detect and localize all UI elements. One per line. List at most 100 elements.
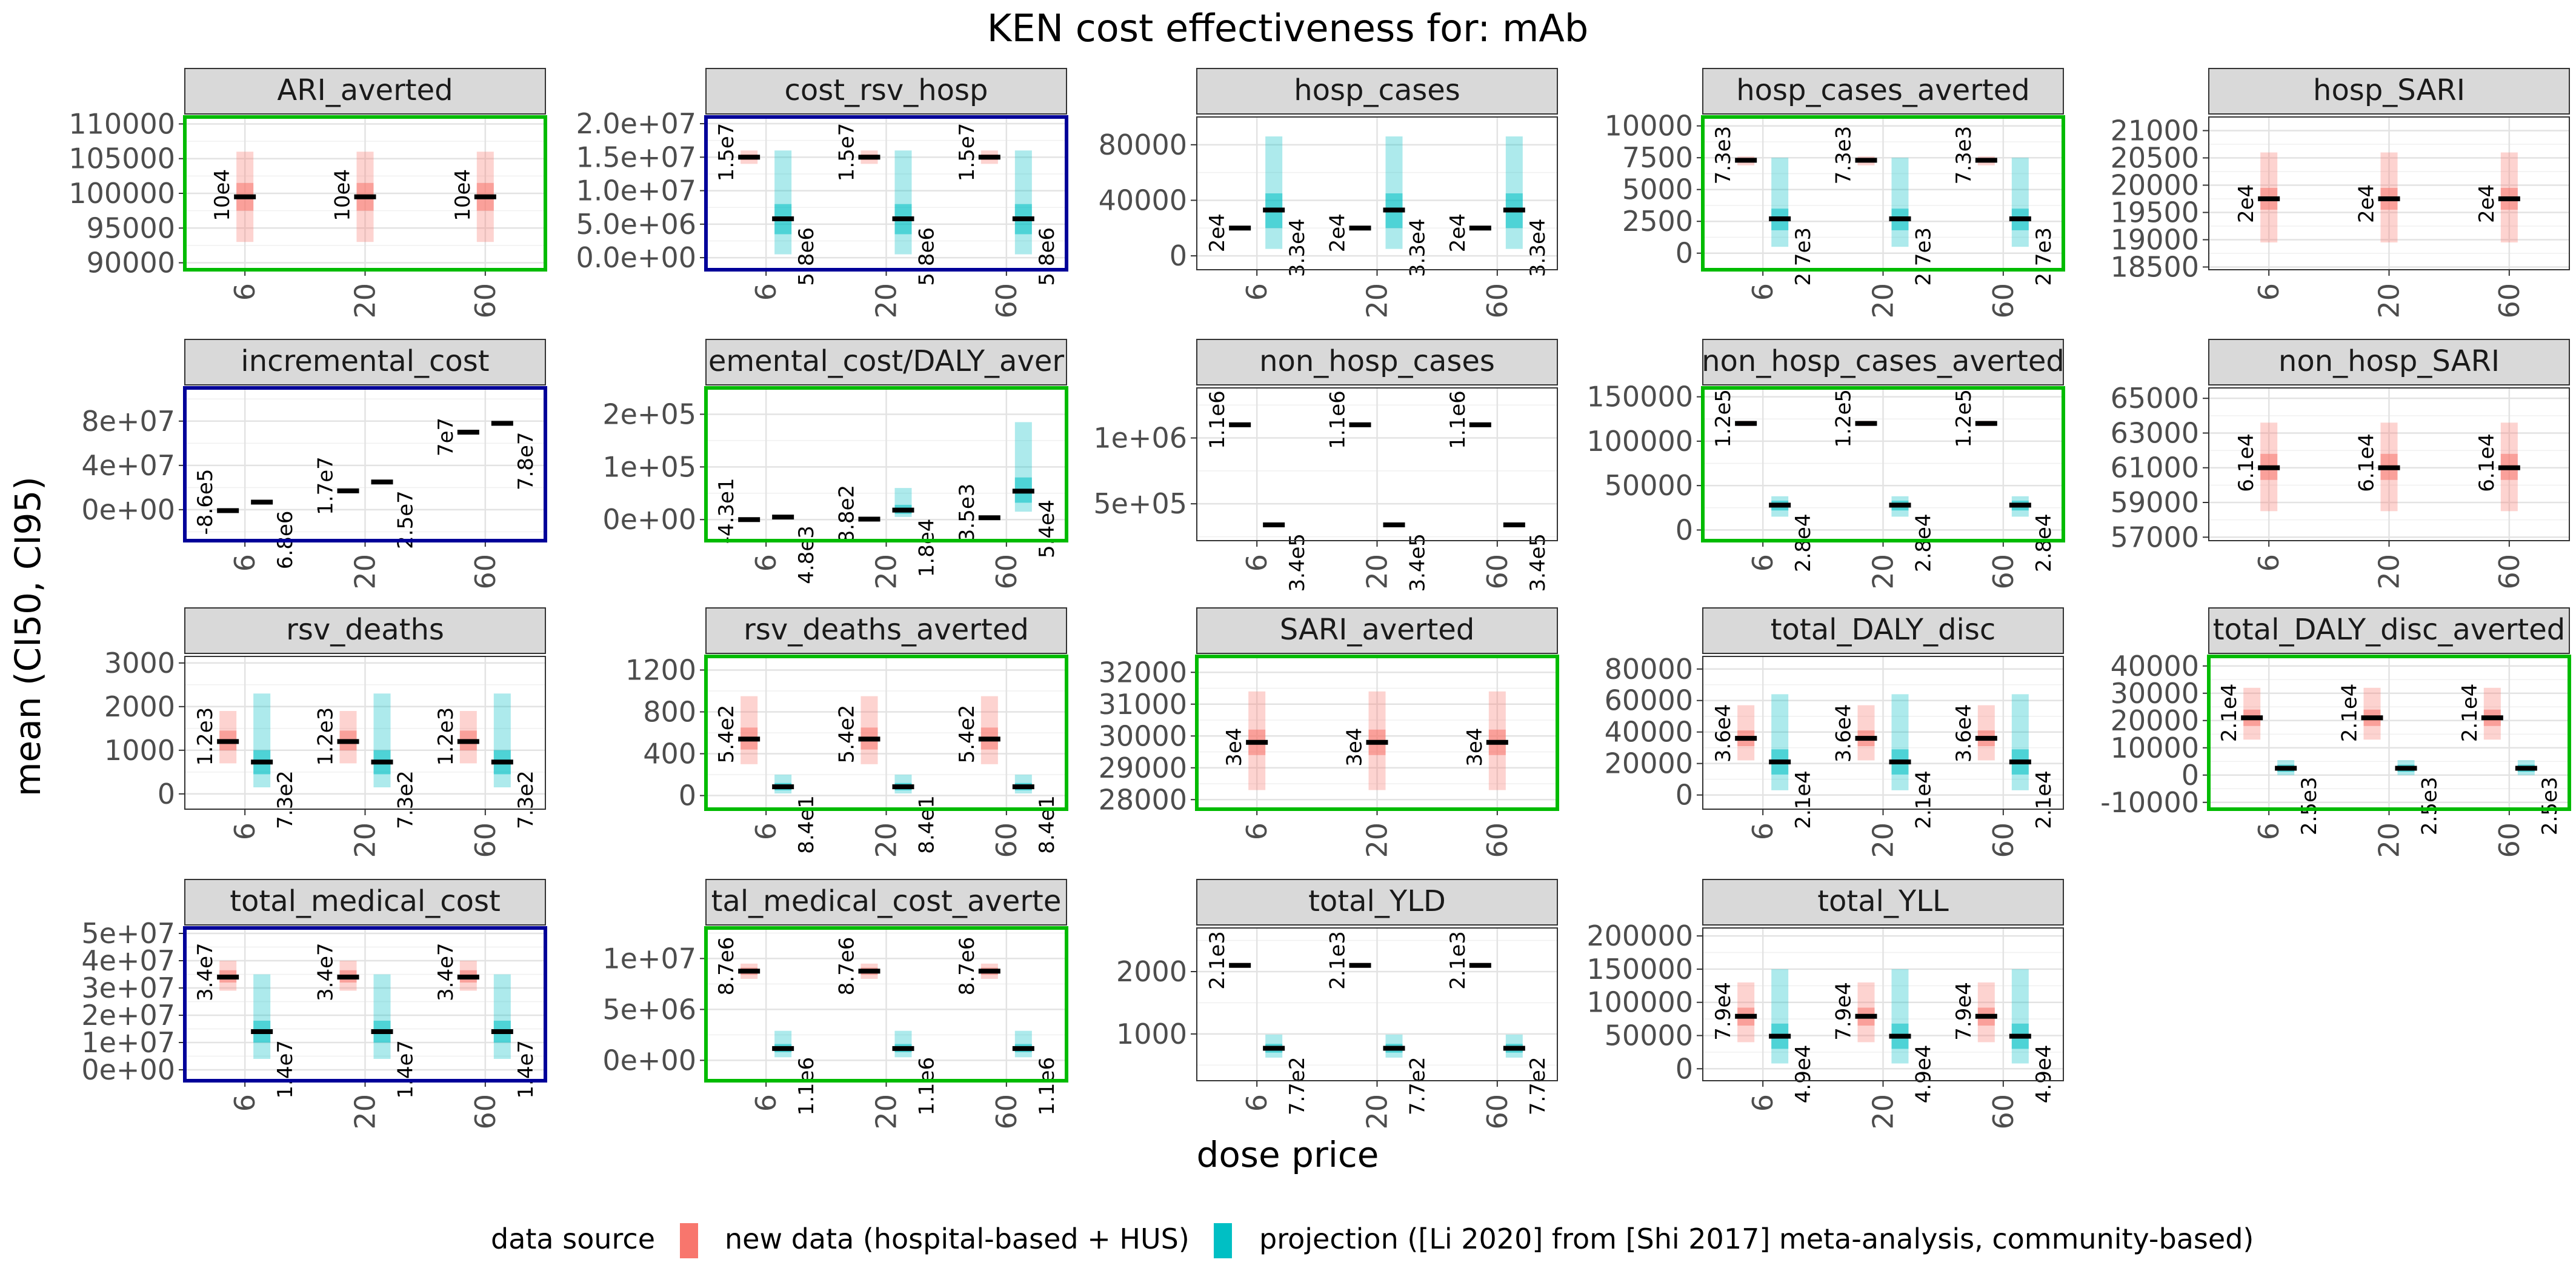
- mean-marker: [474, 194, 496, 199]
- panel-strip-title: non_hosp_cases_averted: [1702, 344, 2065, 378]
- mean-marker: [457, 739, 479, 744]
- x-tick-label-60: 60: [1481, 554, 1514, 590]
- y-tick-label: 95000: [87, 212, 175, 244]
- data-label: 3.4e5: [1285, 533, 1310, 592]
- x-tick-label-60: 60: [1481, 1094, 1514, 1130]
- y-tick-label: 40000: [1605, 716, 1693, 749]
- panel-data: [1229, 422, 1525, 527]
- panel-data: [2258, 152, 2520, 242]
- y-tick-label: 200000: [1586, 919, 1693, 952]
- panel-border: [183, 115, 547, 272]
- y-tick-label: 4e+07: [81, 944, 175, 977]
- mean-marker: [1735, 421, 1757, 426]
- y-tick-label: 0e+00: [81, 493, 175, 526]
- mean-marker: [858, 736, 880, 742]
- panel-labels: 1.2e3 1.2e3 1.2e3 7.3e2 7.3e2 7.3e2: [193, 707, 538, 829]
- panel-strip-title: SARI_averted: [1280, 613, 1475, 647]
- mean-marker: [251, 759, 273, 765]
- panel-data: [1229, 136, 1525, 249]
- data-label: 1.1e6: [915, 1057, 939, 1116]
- panel-data: [1229, 963, 1525, 1058]
- mean-marker: [1383, 522, 1405, 527]
- panel-border: [704, 655, 1068, 811]
- panel-strip-title: hosp_cases: [1294, 73, 1460, 107]
- data-label: 1.1e6: [794, 1057, 819, 1116]
- mean-marker: [2378, 196, 2400, 201]
- panel-grid: [185, 388, 545, 541]
- mean-marker: [738, 517, 760, 522]
- x-tick-label-6: 6: [1240, 1094, 1273, 1112]
- data-label: 8.4e1: [1035, 795, 1059, 854]
- y-tick-label: 1000: [104, 734, 175, 767]
- y-tick-label: 40000: [1099, 184, 1187, 216]
- y-tick-label: 63000: [2111, 416, 2199, 449]
- y-tick-label: 5000: [1622, 173, 1693, 206]
- panel-grid: [706, 117, 1067, 270]
- data-label: 3.6e4: [1952, 704, 1976, 762]
- x-tick-label-20: 20: [349, 283, 382, 319]
- panel-border: [1702, 656, 2064, 810]
- y-tick-label: 1e+05: [602, 450, 696, 483]
- panel-strip-title: total_medical_cost: [230, 884, 501, 918]
- x-tick-label-6: 6: [1240, 823, 1273, 840]
- mean-marker: [2258, 465, 2280, 470]
- data-label: 5.8e6: [1035, 227, 1059, 286]
- data-label: 3.3e4: [1526, 218, 1550, 277]
- ci95-bar: [1265, 136, 1283, 249]
- panel-data: [217, 693, 513, 787]
- data-label: 5.4e4: [1035, 499, 1059, 558]
- mean-marker: [978, 969, 1000, 974]
- panel-data: [2258, 422, 2520, 512]
- mean-marker: [1889, 216, 1911, 221]
- data-label: 7.9e4: [1832, 982, 1856, 1041]
- panel-strip: [184, 607, 546, 654]
- data-label: 3.3e4: [1406, 218, 1430, 277]
- y-tick-label: 2500: [1622, 205, 1693, 238]
- data-label: 1.2e3: [434, 707, 458, 766]
- mean-marker: [1229, 963, 1251, 968]
- mean-marker: [1735, 736, 1757, 741]
- x-tick-label-60: 60: [1987, 283, 2020, 319]
- panel-labels: 2.1e3 2.1e3 2.1e3 7.7e2 7.7e2 7.7e2: [1205, 931, 1550, 1115]
- y-tick-label: 2e+07: [81, 999, 175, 1032]
- mean-marker: [1503, 522, 1525, 527]
- data-label: 2.7e3: [1791, 227, 1816, 286]
- y-tick-label: 2e+05: [602, 398, 696, 430]
- panel-border: [2208, 116, 2570, 270]
- y-tick-label: 10000: [1605, 110, 1693, 142]
- x-tick-label-60: 60: [1987, 554, 2020, 590]
- mean-marker: [1975, 158, 1997, 163]
- y-tick-label: 30000: [2111, 677, 2199, 710]
- data-label: 1.2e5: [1711, 389, 1736, 448]
- y-tick-label: 1e+07: [81, 1026, 175, 1059]
- mean-marker: [1229, 422, 1251, 427]
- x-tick-label-20: 20: [1867, 823, 1900, 858]
- x-tick-label-20: 20: [1361, 1094, 1394, 1130]
- panel-border: [184, 656, 546, 810]
- x-tick-label-60: 60: [2493, 283, 2526, 319]
- data-label: 3.4e5: [1526, 533, 1550, 592]
- mean-marker: [1889, 502, 1911, 508]
- panel-labels: 1.2e5 1.2e5 1.2e5 2.8e4 2.8e4 2.8e4: [1711, 389, 2056, 572]
- panel-data: [738, 150, 1034, 255]
- y-tick-label: 5e+06: [602, 993, 696, 1026]
- ci95-bar: [2011, 694, 2029, 790]
- y-tick-label: 20500: [2111, 142, 2199, 175]
- mean-marker: [1383, 207, 1405, 213]
- mean-marker: [371, 759, 393, 765]
- data-label: 2.8e4: [1912, 513, 1936, 572]
- y-tick-label: 20000: [2111, 704, 2199, 737]
- panel-strip: [184, 339, 546, 385]
- mean-marker: [772, 784, 794, 790]
- panel-strip-title: hosp_SARI: [2313, 73, 2465, 107]
- panel-labels: 5.4e2 5.4e2 5.4e2 8.4e1 8.4e1 8.4e1: [714, 705, 1059, 854]
- y-tick-label: 1e+06: [1093, 422, 1187, 455]
- mean-marker: [772, 216, 794, 221]
- data-label: 3.4e7: [314, 943, 338, 1001]
- data-label: 7.3e3: [1952, 126, 1976, 185]
- y-tick-label: 0: [1170, 239, 1187, 272]
- panel-labels: 7.3e3 7.3e3 7.3e3 2.7e3 2.7e3 2.7e3: [1711, 126, 2056, 286]
